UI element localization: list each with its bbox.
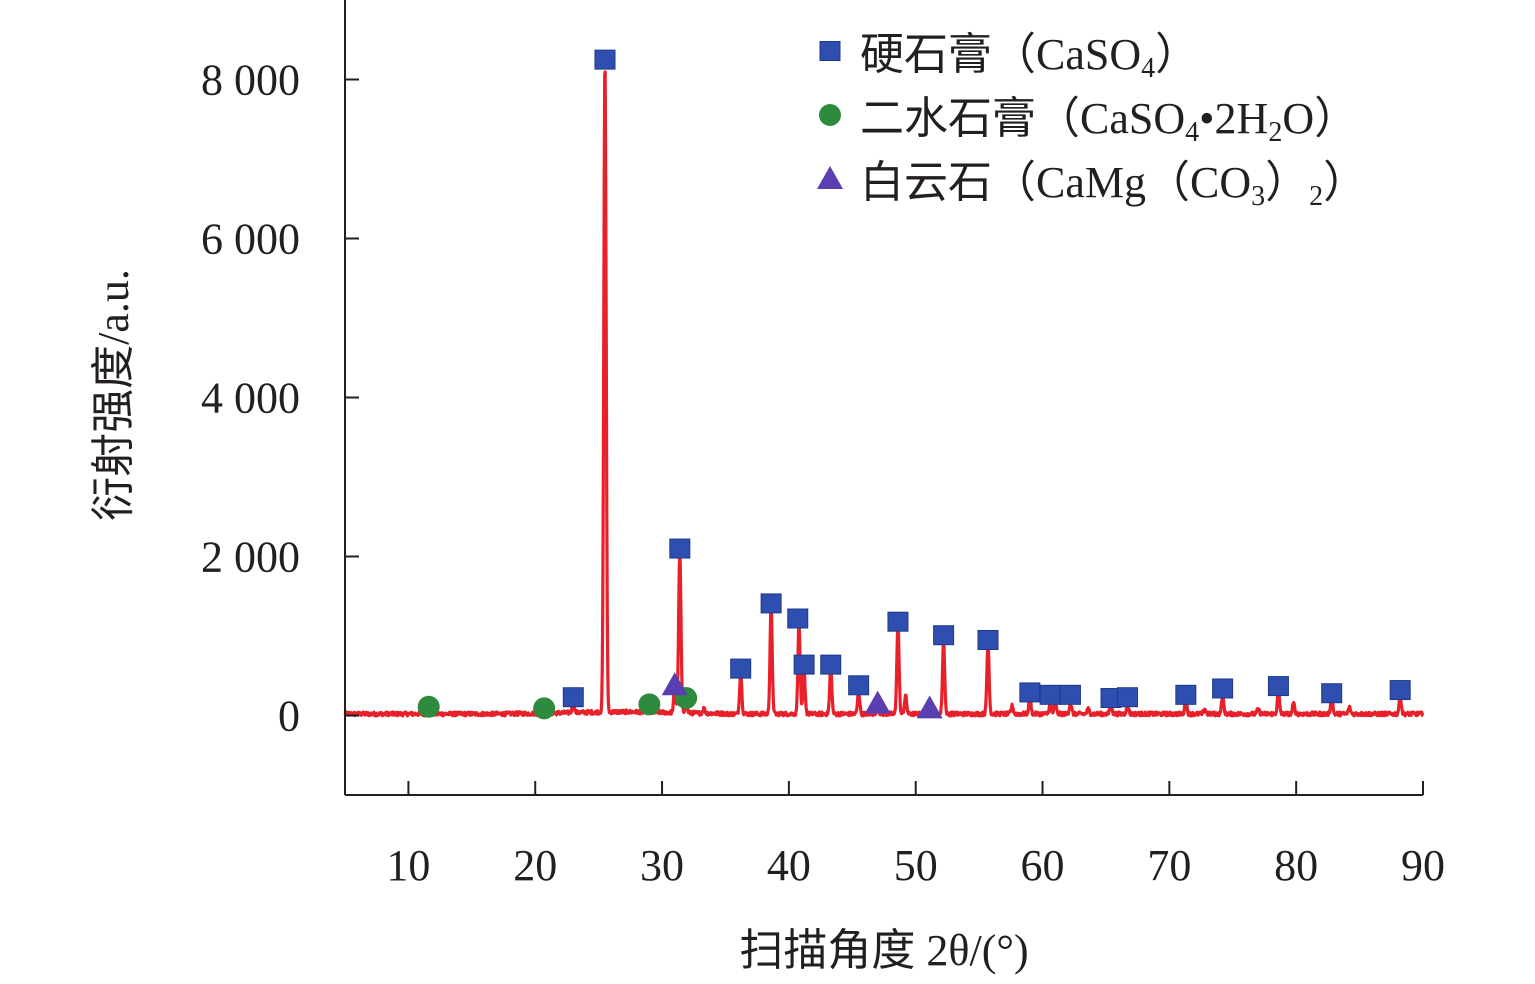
square-marker-2 [669, 538, 691, 559]
square-marker-14 [1059, 684, 1081, 705]
square-marker-17 [1175, 684, 1197, 705]
x-tick-label-7: 80 [1274, 841, 1318, 890]
triangle-marker-0 [661, 672, 688, 696]
legend: 硬石膏（CaSO4） 二水石膏（CaSO4•2H2O） 白云石（CaMg（CO3）2… [817, 30, 1367, 212]
square-marker-12 [1019, 682, 1041, 703]
y-tick-label-1: 2 000 [201, 533, 300, 582]
square-marker-4 [760, 593, 782, 614]
legend-circle-icon [819, 104, 841, 126]
legend-square-icon [819, 41, 841, 61]
x-tick-label-1: 20 [513, 841, 557, 890]
square-marker-7 [820, 654, 842, 675]
x-tick-label-3: 40 [767, 841, 811, 890]
square-marker-20 [1321, 683, 1343, 704]
square-marker-5 [787, 608, 809, 629]
x-tick-label-8: 90 [1401, 841, 1445, 890]
legend-entry-2: 白云石（CaMg（CO3）2） [860, 158, 1367, 212]
square-marker-13 [1039, 684, 1061, 705]
y-tick-label-0: 0 [278, 692, 300, 741]
triangle-marker-1 [864, 690, 891, 714]
y-tick-label-4: 8 000 [201, 56, 300, 105]
x-tick-label-4: 50 [894, 841, 938, 890]
x-tick-label-2: 30 [640, 841, 684, 890]
y-axis-title: 衍射强度/a.u. [89, 269, 138, 521]
x-tick-label-6: 70 [1147, 841, 1191, 890]
square-marker-6 [793, 654, 815, 675]
axes: 0 2 000 4 000 6 000 8 000 10 20 30 40 50 60 70 80 90 [201, 0, 1445, 890]
square-marker-1 [594, 49, 616, 70]
triangle-marker-2 [916, 695, 943, 719]
plot-area [343, 49, 1425, 720]
legend-triangle-icon [817, 166, 843, 189]
circle-marker-2 [638, 693, 661, 716]
square-marker-8 [848, 675, 870, 696]
legend-entry-0: 硬石膏（CaSO4） [860, 30, 1199, 84]
circle-marker-0 [417, 695, 440, 718]
square-marker-19 [1267, 676, 1289, 697]
y-tick-label-3: 6 000 [201, 215, 300, 264]
circle-marker-1 [533, 697, 556, 720]
square-marker-18 [1212, 678, 1234, 699]
square-marker-0 [562, 687, 584, 708]
legend-entry-1: 二水石膏（CaSO4•2H2O） [860, 94, 1358, 148]
square-marker-11 [977, 629, 999, 650]
x-axis-title: 扫描角度 2θ/(°) [739, 926, 1028, 975]
y-tick-label-2: 4 000 [201, 374, 300, 423]
square-marker-3 [730, 658, 752, 679]
square-marker-21 [1389, 680, 1411, 701]
square-marker-16 [1117, 687, 1139, 708]
square-marker-9 [887, 611, 909, 632]
x-tick-label-5: 60 [1021, 841, 1065, 890]
square-marker-10 [933, 625, 955, 646]
x-tick-label-0: 10 [386, 841, 430, 890]
